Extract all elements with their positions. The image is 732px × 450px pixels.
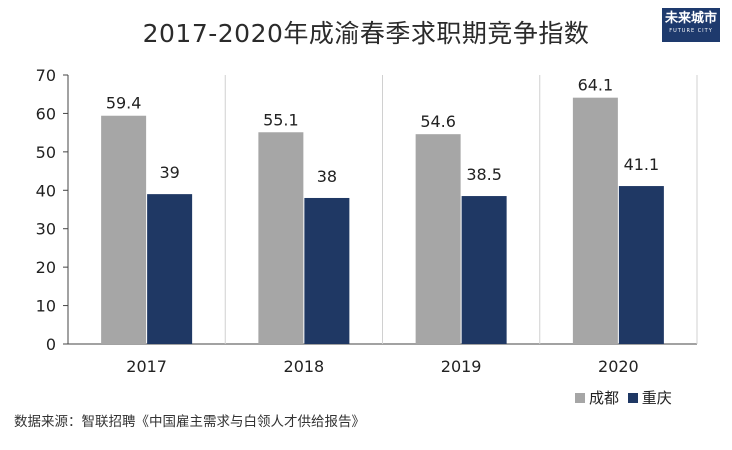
y-tick-label: 30: [36, 220, 56, 239]
legend-item-chongqing: 重庆: [627, 387, 672, 408]
x-tick-label: 2018: [284, 357, 325, 376]
data-label-chongqing-2018: 38: [317, 167, 337, 186]
y-tick-label: 60: [36, 104, 56, 123]
bar-chongqing-2018: [304, 197, 350, 344]
y-tick-label: 70: [36, 66, 56, 85]
bar-chongqing-2019: [461, 196, 507, 344]
y-tick-label: 0: [46, 335, 56, 354]
bar-chengdu-2020: [572, 97, 618, 345]
x-tick-label: 2019: [441, 357, 482, 376]
bar-chongqing-2017: [147, 194, 193, 344]
bar-chengdu-2017: [101, 115, 147, 344]
future-city-logo: 未来城市 FUTURE CITY: [662, 8, 720, 42]
data-label-chongqing-2017: 39: [159, 163, 179, 182]
bar-chengdu-2019: [415, 134, 461, 344]
y-tick-label: 10: [36, 297, 56, 316]
y-tick-label: 20: [36, 258, 56, 277]
data-label-chengdu-2017: 59.4: [106, 94, 142, 113]
y-tick-label: 40: [36, 181, 56, 200]
x-tick-label: 2020: [598, 357, 639, 376]
x-tick-label: 2017: [126, 357, 167, 376]
y-tick-label: 50: [36, 143, 56, 162]
data-source-note: 数据来源：智联招聘《中国雇主需求与白领人才供给报告》: [14, 414, 365, 430]
data-label-chengdu-2018: 55.1: [263, 110, 299, 129]
data-label-chongqing-2020: 41.1: [624, 155, 660, 174]
legend-item-chengdu: 成都: [575, 387, 619, 408]
legend-swatch-chongqing: [627, 393, 638, 403]
bar-chengdu-2018: [258, 132, 304, 344]
data-label-chengdu-2020: 64.1: [578, 76, 614, 95]
chart-title: 2017-2020年成渝春季求职期竞争指数: [142, 19, 590, 48]
legend: 成都 重庆: [575, 387, 676, 408]
data-label-chongqing-2019: 38.5: [466, 165, 502, 184]
data-label-chengdu-2019: 54.6: [420, 112, 456, 131]
bar-chongqing-2020: [618, 186, 664, 344]
legend-swatch-chengdu: [575, 393, 585, 403]
